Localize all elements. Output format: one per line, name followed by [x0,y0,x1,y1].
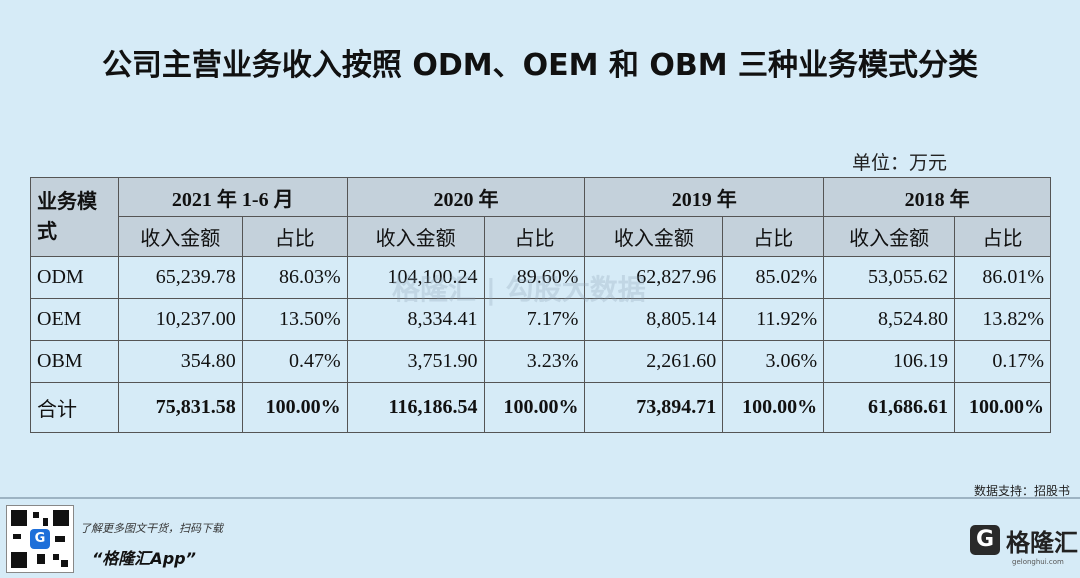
table-row-odm: ODM 65,239.78 86.03% 104,100.24 89.60% 6… [30,256,1051,299]
table-cell: 13.82% [954,298,1051,341]
table-cell: 3.06% [722,340,825,383]
table-cell: 89.60% [483,256,586,299]
footer-divider [0,497,1080,499]
table-cell: 354.80 [117,340,243,383]
table-cell: 106.19 [823,340,955,383]
header-amount: 收入金额 [117,216,243,257]
table-cell: 7.17% [483,298,586,341]
table-cell: 8,334.41 [346,298,485,341]
table-cell: 53,055.62 [823,256,955,299]
table-cell: 10,237.00 [117,298,243,341]
header-period-2020: 2020 年 [346,177,586,217]
brand-logo: G 格隆汇 [970,518,1078,562]
table-cell: 100.00% [722,382,825,433]
unit-label: 单位：万元 [852,152,948,174]
table-cell: 3,751.90 [346,340,485,383]
table-cell: 116,186.54 [346,382,485,433]
promo-text: 了解更多图文干货，扫码下载 [80,522,223,535]
brand-g-icon: G [970,525,1000,555]
header-ratio: 占比 [483,216,586,257]
table-cell: 3.23% [483,340,586,383]
table-cell: 100.00% [954,382,1051,433]
table-cell: 104,100.24 [346,256,485,299]
table-cell: 65,239.78 [117,256,243,299]
header-period-2019: 2019 年 [584,177,825,217]
row-label: OBM [30,340,119,383]
table-cell: 73,894.71 [584,382,724,433]
table-cell: 100.00% [483,382,586,433]
table-cell: 61,686.61 [823,382,955,433]
header-ratio: 占比 [722,216,825,257]
table-cell: 86.03% [241,256,348,299]
business-mode-table: 业务模式 2021 年 1-6 月 2020 年 2019 年 2018 年 收… [30,177,1051,433]
qr-code-icon[interactable]: G [6,505,74,573]
promo-app-name: “格隆汇App” [92,549,196,568]
header-amount: 收入金额 [346,216,485,257]
header-period-2021h1: 2021 年 1-6 月 [117,177,348,217]
table-cell: 100.00% [241,382,348,433]
row-label: OEM [30,298,119,341]
table-cell: 62,827.96 [584,256,724,299]
header-ratio: 占比 [954,216,1051,257]
table-cell: 0.17% [954,340,1051,383]
table-cell: 8,805.14 [584,298,724,341]
table-cell: 13.50% [241,298,348,341]
brand-name: 格隆汇 [1006,528,1078,557]
table-cell: 85.02% [722,256,825,299]
page-title: 公司主营业务收入按照 ODM、OEM 和 OBM 三种业务模式分类 [101,48,979,83]
row-label: 合计 [30,382,119,433]
header-amount: 收入金额 [584,216,724,257]
header-period-2018: 2018 年 [823,177,1051,217]
qr-center-logo: G [30,529,50,549]
data-source-label: 数据支持：招股书 [973,484,1070,498]
table-row-oem: OEM 10,237.00 13.50% 8,334.41 7.17% 8,80… [30,298,1051,341]
header-ratio: 占比 [241,216,348,257]
table-cell: 86.01% [954,256,1051,299]
table-cell: 0.47% [241,340,348,383]
header-amount: 收入金额 [823,216,955,257]
table-row-total: 合计 75,831.58 100.00% 116,186.54 100.00% … [30,382,1051,433]
table-cell: 75,831.58 [117,382,243,433]
table-row-obm: OBM 354.80 0.47% 3,751.90 3.23% 2,261.60… [30,340,1051,383]
table-cell: 11.92% [722,298,825,341]
header-business-mode: 业务模式 [30,177,119,257]
table-cell: 8,524.80 [823,298,955,341]
brand-domain: gelonghui.com [1012,558,1064,566]
row-label: ODM [30,256,119,299]
table-cell: 2,261.60 [584,340,724,383]
